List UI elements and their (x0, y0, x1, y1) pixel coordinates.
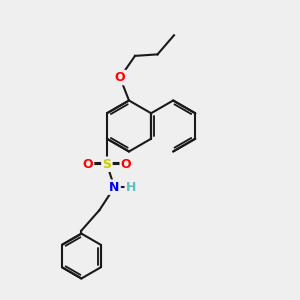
Text: S: S (102, 158, 111, 171)
Text: O: O (121, 158, 131, 171)
Text: O: O (82, 158, 93, 171)
Text: H: H (126, 181, 136, 194)
Text: O: O (115, 71, 125, 84)
Text: N: N (109, 181, 120, 194)
